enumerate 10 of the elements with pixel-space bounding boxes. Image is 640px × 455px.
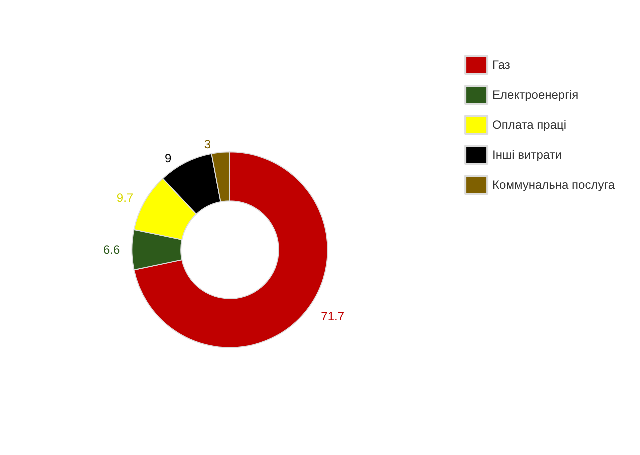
legend-label: Оплата праці	[492, 118, 567, 132]
data-label: 71.7	[321, 310, 345, 324]
legend-label: Коммунальна послуга	[492, 178, 616, 192]
data-label: 3	[204, 138, 212, 152]
legend-label: Електроенергія	[492, 88, 579, 102]
data-label: 9	[165, 152, 172, 166]
legend-label: Газ	[492, 58, 511, 72]
data-label: 9.7	[116, 191, 134, 206]
legend-label: Інші витрати	[492, 148, 562, 162]
data-label: 6.6	[103, 243, 120, 257]
